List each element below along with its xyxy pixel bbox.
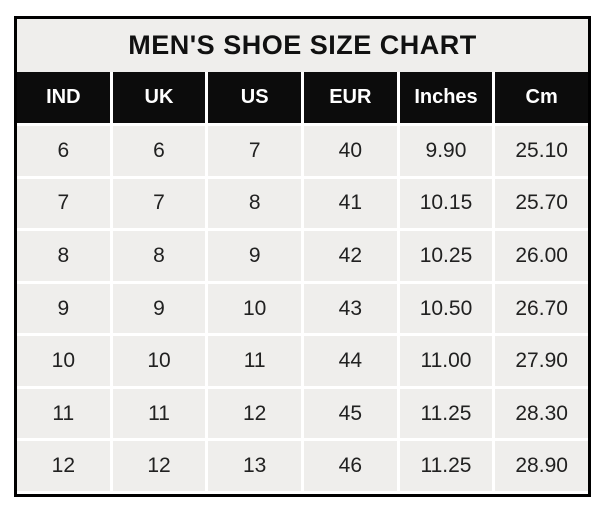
column-header-cm: Cm xyxy=(495,72,588,123)
table-cell: 45 xyxy=(303,388,397,439)
table-cell: 26.70 xyxy=(495,283,588,334)
table-cell: 10.25 xyxy=(399,231,493,281)
table-cell: 8 xyxy=(17,231,110,281)
column-header-eur: EUR xyxy=(303,72,397,123)
table-cell: 11.25 xyxy=(399,388,493,439)
table-cell: 10.15 xyxy=(399,178,493,229)
table-cell: 9 xyxy=(17,283,110,334)
table-cell: 26.00 xyxy=(495,231,588,281)
table-cell: 27.90 xyxy=(495,336,588,386)
table-cell: 42 xyxy=(303,231,397,281)
table-cell: 10 xyxy=(208,283,301,334)
table-cell: 10.50 xyxy=(399,283,493,334)
table-cell: 6 xyxy=(17,126,110,176)
table-cell: 13 xyxy=(208,441,301,492)
table-cell: 12 xyxy=(112,441,206,492)
column-header-uk: UK xyxy=(112,72,206,123)
table-cell: 9.90 xyxy=(399,126,493,176)
table-cell: 7 xyxy=(17,178,110,229)
table-cell: 11.25 xyxy=(399,441,493,492)
table-row: 6 6 7 40 9.90 25.10 xyxy=(17,126,588,176)
table-row: 9 9 10 43 10.50 26.70 xyxy=(17,283,588,334)
table-cell: 40 xyxy=(303,126,397,176)
column-header-ind: IND xyxy=(17,72,110,123)
table-row: 8 8 9 42 10.25 26.00 xyxy=(17,231,588,281)
chart-title: MEN'S SHOE SIZE CHART xyxy=(17,19,588,72)
table-row: 12 12 13 46 11.25 28.90 xyxy=(17,441,588,492)
table-cell: 9 xyxy=(112,283,206,334)
table-cell: 12 xyxy=(208,388,301,439)
table-cell: 25.10 xyxy=(495,126,588,176)
table-cell: 28.30 xyxy=(495,388,588,439)
table-cell: 41 xyxy=(303,178,397,229)
table-cell: 9 xyxy=(208,231,301,281)
table-row: 11 11 12 45 11.25 28.30 xyxy=(17,388,588,439)
table-cell: 10 xyxy=(17,336,110,386)
shoe-size-chart: MEN'S SHOE SIZE CHART IND UK US EUR Inch… xyxy=(14,16,591,497)
table-cell: 44 xyxy=(303,336,397,386)
table-body: 6 6 7 40 9.90 25.10 7 7 8 41 10.15 25.70… xyxy=(17,123,588,494)
table-cell: 28.90 xyxy=(495,441,588,492)
table-cell: 7 xyxy=(112,178,206,229)
table-cell: 11 xyxy=(208,336,301,386)
table-cell: 25.70 xyxy=(495,178,588,229)
table-cell: 6 xyxy=(112,126,206,176)
table-header-row: IND UK US EUR Inches Cm xyxy=(17,72,588,123)
table-cell: 7 xyxy=(208,126,301,176)
table-cell: 8 xyxy=(208,178,301,229)
table-cell: 11 xyxy=(112,388,206,439)
table-row: 7 7 8 41 10.15 25.70 xyxy=(17,178,588,229)
column-header-inches: Inches xyxy=(399,72,493,123)
table-cell: 46 xyxy=(303,441,397,492)
column-header-us: US xyxy=(208,72,301,123)
table-cell: 12 xyxy=(17,441,110,492)
table-row: 10 10 11 44 11.00 27.90 xyxy=(17,336,588,386)
table-cell: 43 xyxy=(303,283,397,334)
table-cell: 10 xyxy=(112,336,206,386)
table-cell: 11.00 xyxy=(399,336,493,386)
table-cell: 8 xyxy=(112,231,206,281)
table-cell: 11 xyxy=(17,388,110,439)
